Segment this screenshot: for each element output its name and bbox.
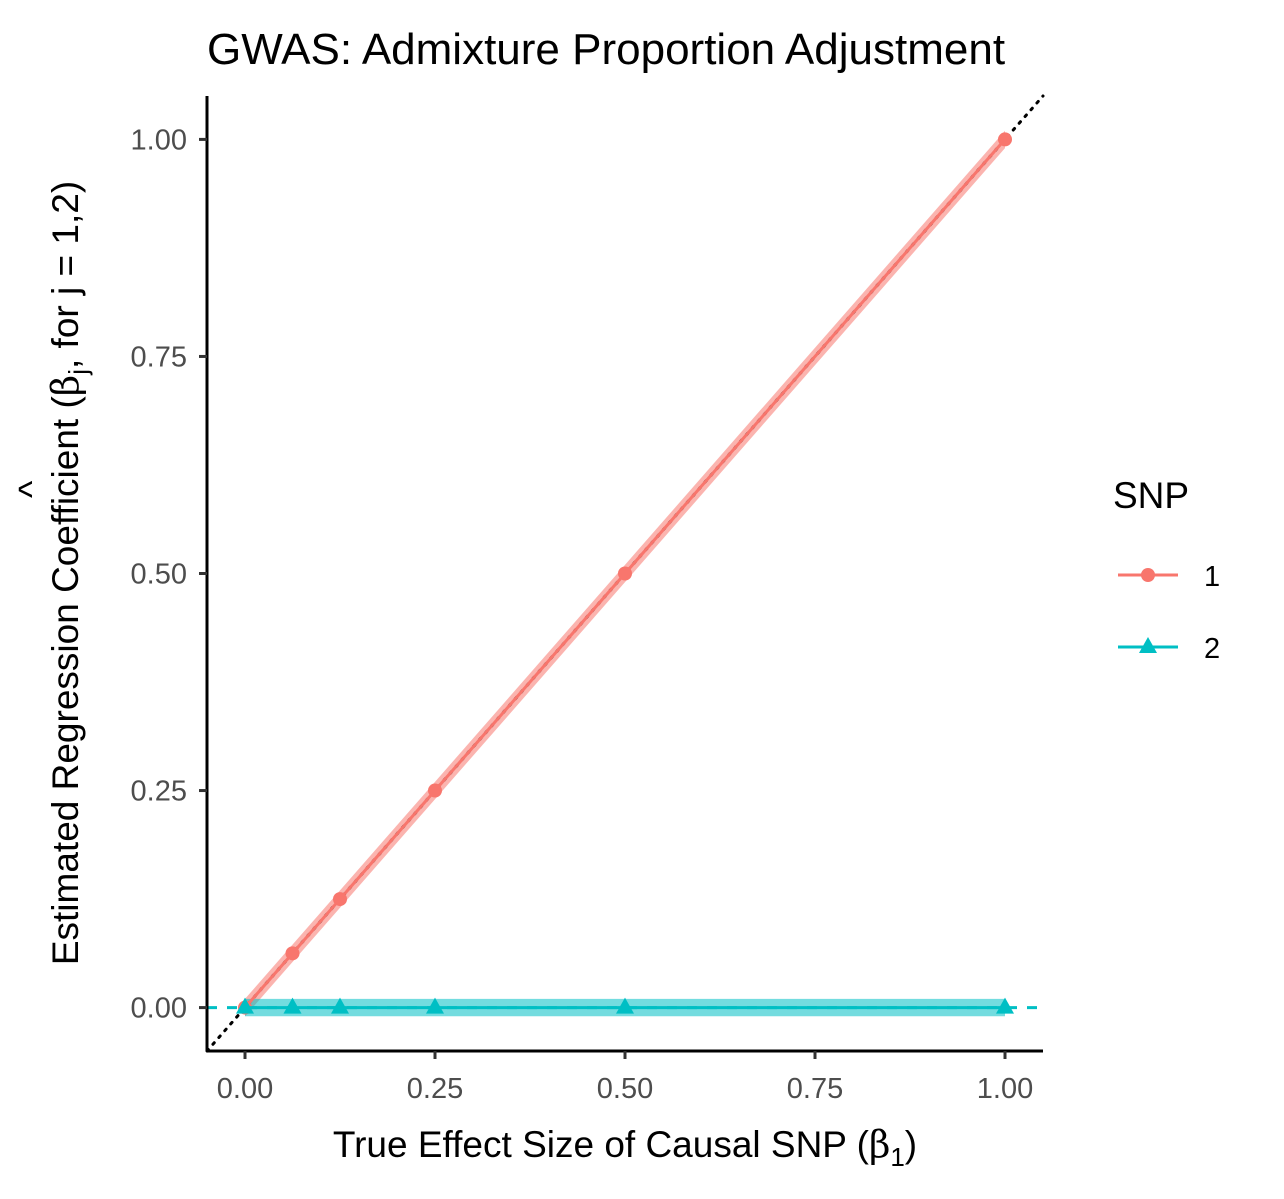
series-2-point (426, 997, 444, 1014)
y-axis-title-rest: , for j = 1,2) (45, 181, 86, 369)
x-axis-title-text: True Effect Size of Causal SNP ( (333, 1124, 870, 1165)
legend-title: SNP (1113, 475, 1189, 516)
svg-text:Estimated Regression Coefficie: Estimated Regression Coefficient (βj, fo… (44, 181, 93, 965)
series-1-point (618, 566, 632, 581)
y-axis-title-hat: ^ (11, 480, 52, 498)
series-1-line (243, 138, 1007, 1009)
x-axis-ticks: 0.00 0.25 0.50 0.75 1.00 (217, 1051, 1033, 1105)
x-tick-label: 0.25 (407, 1073, 463, 1105)
legend-label: 1 (1204, 561, 1220, 593)
y-axis-title-subscript: j (63, 369, 93, 376)
y-axis-ticks: 0.00 0.25 0.50 0.75 1.00 (131, 124, 207, 1025)
series-2-point (331, 997, 349, 1014)
y-tick-label: 0.25 (131, 776, 187, 808)
legend-item-1: 1 (1118, 561, 1220, 593)
x-tick-label: 0.50 (597, 1073, 653, 1105)
x-axis-title-close: ) (905, 1124, 917, 1165)
plot-area (205, 94, 1045, 1053)
x-tick-label: 0.00 (217, 1073, 273, 1105)
series-1-point (998, 132, 1012, 147)
chart-title: GWAS: Admixture Proportion Adjustment (207, 25, 1005, 74)
series-2-point (283, 997, 302, 1014)
x-axis-title-beta: β (869, 1123, 890, 1166)
series-1-point (428, 783, 442, 798)
x-tick-label: 0.75 (787, 1073, 843, 1105)
series-2-point (236, 997, 254, 1014)
x-axis-title-subscript: 1 (890, 1142, 904, 1172)
legend-label: 2 (1204, 633, 1220, 665)
series-2-point (996, 997, 1014, 1014)
legend: 12 (1118, 561, 1220, 665)
legend-key-point (1139, 637, 1157, 653)
y-axis-title: Estimated Regression Coefficient (βj, fo… (11, 181, 93, 965)
y-axis-title-beta: β (44, 375, 87, 396)
x-tick-label: 1.00 (977, 1073, 1033, 1105)
y-tick-label: 1.00 (131, 124, 187, 156)
series-1-point (285, 946, 300, 961)
legend-key-point (1141, 568, 1155, 582)
series-1-point (333, 892, 347, 907)
y-axis-title-text: Estimated Regression Coefficient ( (45, 396, 86, 966)
y-tick-label: 0.00 (131, 993, 187, 1025)
legend-item-2: 2 (1118, 633, 1220, 665)
series-2-point (616, 997, 634, 1014)
y-tick-label: 0.50 (131, 559, 187, 591)
x-axis-title: True Effect Size of Causal SNP (β1) (333, 1123, 917, 1172)
y-tick-label: 0.75 (131, 341, 187, 373)
